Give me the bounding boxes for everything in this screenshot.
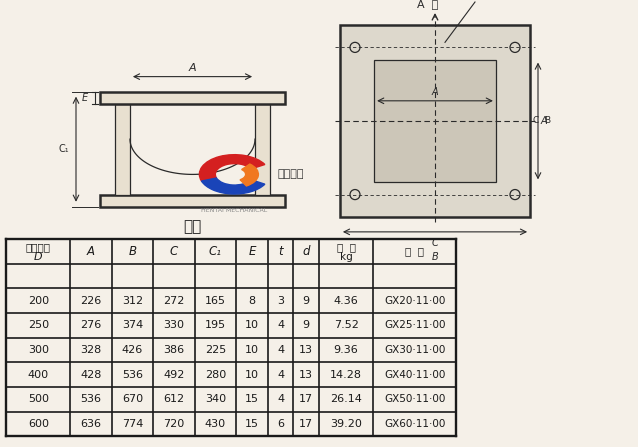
Text: 272: 272 xyxy=(163,295,184,306)
Text: 328: 328 xyxy=(80,345,101,355)
Text: 226: 226 xyxy=(80,295,101,306)
Text: 428: 428 xyxy=(80,370,101,380)
Text: 426: 426 xyxy=(122,345,143,355)
Text: 螺旋直径: 螺旋直径 xyxy=(26,242,51,252)
Text: 振泰机械: 振泰机械 xyxy=(278,169,304,179)
Text: 430: 430 xyxy=(205,419,226,429)
Text: GX50·11·00: GX50·11·00 xyxy=(384,394,445,404)
Text: 720: 720 xyxy=(163,419,184,429)
Text: HENTAI MECHANICAL: HENTAI MECHANICAL xyxy=(202,207,267,213)
Text: 276: 276 xyxy=(80,320,101,330)
Text: 4.36: 4.36 xyxy=(334,295,359,306)
Text: B: B xyxy=(432,252,438,262)
Text: A  向: A 向 xyxy=(417,0,438,9)
Text: 15: 15 xyxy=(245,419,259,429)
Wedge shape xyxy=(200,155,265,181)
Text: C: C xyxy=(432,238,438,248)
Bar xyxy=(340,25,530,217)
Text: 13: 13 xyxy=(299,370,313,380)
Text: GX30·11·00: GX30·11·00 xyxy=(384,345,445,355)
Text: C  B: C B xyxy=(533,117,551,126)
Bar xyxy=(375,60,496,182)
Text: 330: 330 xyxy=(163,320,184,330)
Text: 600: 600 xyxy=(28,419,48,429)
Text: 492: 492 xyxy=(163,370,184,380)
Text: 612: 612 xyxy=(163,394,184,404)
Text: 15: 15 xyxy=(245,394,259,404)
Text: A: A xyxy=(432,87,438,97)
Text: 300: 300 xyxy=(28,345,48,355)
Text: 636: 636 xyxy=(80,419,101,429)
Text: 386: 386 xyxy=(163,345,184,355)
Text: 400: 400 xyxy=(27,370,49,380)
Text: 4: 4 xyxy=(277,345,285,355)
Text: 7.52: 7.52 xyxy=(334,320,359,330)
Bar xyxy=(100,194,285,207)
Text: 3: 3 xyxy=(278,295,284,306)
Text: C₁: C₁ xyxy=(58,144,69,154)
Text: C₁: C₁ xyxy=(209,245,222,258)
Text: 9: 9 xyxy=(302,320,310,330)
Text: A: A xyxy=(189,63,197,72)
Text: 4: 4 xyxy=(277,370,285,380)
Wedge shape xyxy=(202,178,265,194)
Text: A: A xyxy=(541,116,547,126)
Text: kg: kg xyxy=(340,253,352,262)
Text: 312: 312 xyxy=(122,295,143,306)
Bar xyxy=(255,104,270,194)
Bar xyxy=(115,104,130,194)
Text: 39.20: 39.20 xyxy=(330,419,362,429)
Text: 10: 10 xyxy=(245,370,259,380)
Text: C: C xyxy=(170,245,178,258)
Wedge shape xyxy=(240,164,258,186)
Bar xyxy=(100,92,285,104)
Text: GX60·11·00: GX60·11·00 xyxy=(384,419,445,429)
Text: 14.28: 14.28 xyxy=(330,370,362,380)
Text: 500: 500 xyxy=(28,394,48,404)
Text: 6: 6 xyxy=(278,419,284,429)
Text: 280: 280 xyxy=(205,370,226,380)
Text: 195: 195 xyxy=(205,320,226,330)
Text: 374: 374 xyxy=(122,320,143,330)
Text: 4: 4 xyxy=(277,320,285,330)
Text: 250: 250 xyxy=(27,320,49,330)
Text: A: A xyxy=(87,245,95,258)
Text: 9.36: 9.36 xyxy=(334,345,359,355)
Text: 13: 13 xyxy=(299,345,313,355)
Text: 表四: 表四 xyxy=(183,219,201,234)
Text: 10: 10 xyxy=(245,320,259,330)
Text: 340: 340 xyxy=(205,394,226,404)
Text: 10: 10 xyxy=(245,345,259,355)
Text: 165: 165 xyxy=(205,295,226,306)
Text: 225: 225 xyxy=(205,345,226,355)
Text: 536: 536 xyxy=(122,370,143,380)
Text: d: d xyxy=(302,245,310,258)
Text: GX40·11·00: GX40·11·00 xyxy=(384,370,445,380)
Text: 重  量: 重 量 xyxy=(337,242,355,252)
Text: 536: 536 xyxy=(80,394,101,404)
Text: E: E xyxy=(82,93,88,103)
Text: 9: 9 xyxy=(302,295,310,306)
Text: GX20·11·00: GX20·11·00 xyxy=(384,295,445,306)
Text: 图  号: 图 号 xyxy=(405,246,424,256)
Text: B: B xyxy=(128,245,137,258)
Text: 17: 17 xyxy=(299,394,313,404)
Text: 670: 670 xyxy=(122,394,143,404)
Text: D: D xyxy=(34,253,43,262)
Text: GX25·11·00: GX25·11·00 xyxy=(384,320,445,330)
Text: 26.14: 26.14 xyxy=(330,394,362,404)
Text: t: t xyxy=(278,245,283,258)
Text: 200: 200 xyxy=(27,295,49,306)
Text: 4: 4 xyxy=(277,394,285,404)
Text: 17: 17 xyxy=(299,419,313,429)
Text: E: E xyxy=(248,245,256,258)
Text: 774: 774 xyxy=(122,419,143,429)
Text: 8: 8 xyxy=(248,295,256,306)
